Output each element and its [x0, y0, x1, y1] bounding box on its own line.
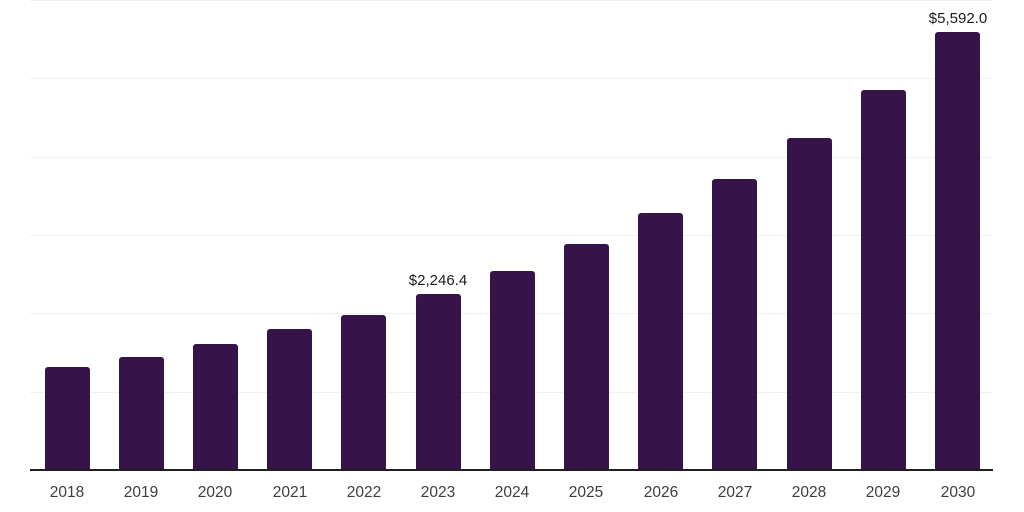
- x-tick-label-2023: 2023: [420, 484, 456, 501]
- x-tick-label-2028: 2028: [791, 484, 827, 501]
- x-tick-label-2018: 2018: [49, 484, 85, 501]
- x-tick-label-2022: 2022: [346, 484, 382, 501]
- x-tick-label-2019: 2019: [123, 484, 159, 501]
- bar-2023: [416, 294, 461, 470]
- bar-2025: [564, 244, 609, 470]
- x-tick-label-2029: 2029: [865, 484, 901, 501]
- x-axis-tick-labels: 2018 2019 2020 2021 2022 2023 2024 2025 2026 2027…: [0, 484, 1024, 512]
- value-label-2030: $5,592.0: [928, 10, 988, 27]
- value-label-2023: $2,246.4: [408, 272, 468, 289]
- bar-2030: [935, 32, 980, 470]
- bar-2022: [341, 315, 386, 470]
- bar-2028: [787, 138, 832, 470]
- x-tick-label-2026: 2026: [643, 484, 679, 501]
- x-tick-label-2027: 2027: [717, 484, 753, 501]
- gridline-3000: [30, 235, 993, 236]
- bar-2019: [119, 357, 164, 470]
- gridline-6000: [30, 0, 993, 1]
- bar-2027: [712, 179, 757, 470]
- bar-2026: [638, 213, 683, 470]
- x-axis-line: [30, 469, 993, 471]
- x-tick-label-2024: 2024: [494, 484, 530, 501]
- bar-2029: [861, 90, 906, 470]
- bar-2024: [490, 271, 535, 470]
- gridline-5000: [30, 78, 993, 79]
- gridline-4000: [30, 157, 993, 158]
- bar-2018: [45, 367, 90, 470]
- bar-2021: [267, 329, 312, 470]
- x-tick-label-2030: 2030: [940, 484, 976, 501]
- x-tick-label-2021: 2021: [272, 484, 308, 501]
- plot-area: [30, 0, 993, 470]
- bar-2020: [193, 344, 238, 470]
- x-tick-label-2020: 2020: [197, 484, 233, 501]
- x-tick-label-2025: 2025: [568, 484, 604, 501]
